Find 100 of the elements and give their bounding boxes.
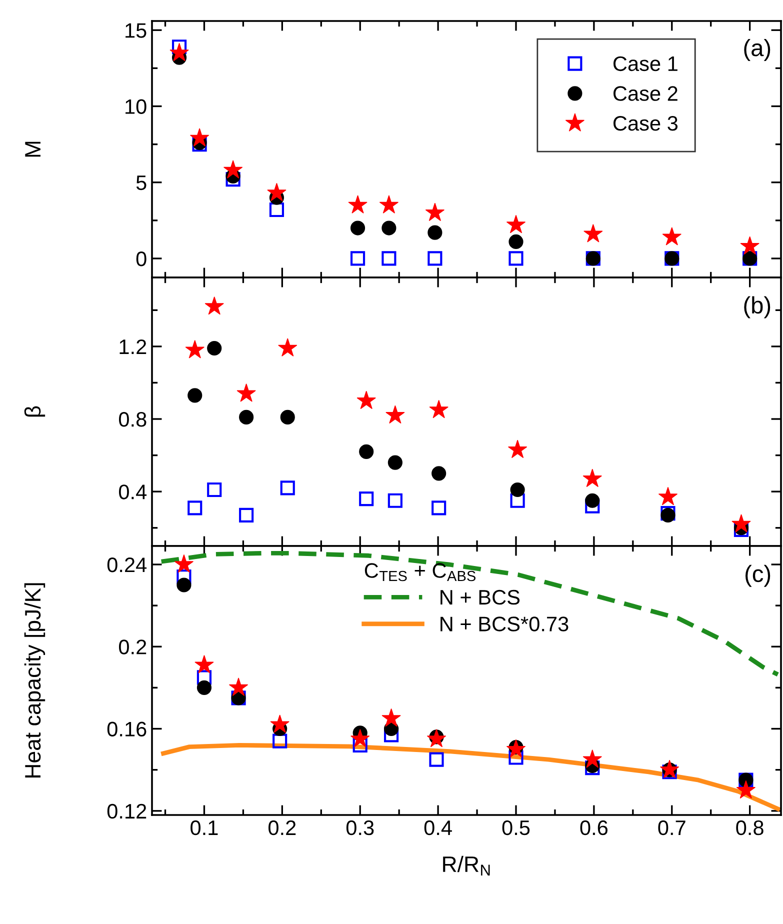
point [660, 760, 680, 778]
point [176, 578, 192, 592]
point [194, 655, 214, 674]
point [226, 172, 240, 187]
x-tick-label: 0.6 [580, 820, 608, 836]
point [388, 493, 402, 508]
point [350, 251, 366, 266]
point [204, 296, 224, 315]
point [350, 220, 366, 236]
y-tick-label: 0.2 [118, 640, 146, 654]
point [270, 714, 290, 733]
legend-title: C$_{TES}$ + C$_{ABS}$ [364, 563, 476, 582]
point [207, 340, 222, 356]
point [582, 749, 602, 768]
point [190, 128, 210, 146]
legend-label: N + BCS*0.73 [440, 616, 568, 632]
y-axis-title: Heat capacity [pJ/K] [24, 583, 46, 778]
point [432, 500, 446, 516]
point [170, 42, 189, 62]
y-tick-label: 0.16 [107, 722, 146, 737]
point [269, 202, 284, 218]
point [662, 227, 682, 246]
point [278, 338, 298, 356]
y-axis-title: β [24, 406, 46, 417]
point [239, 508, 254, 522]
point [223, 160, 243, 178]
point [382, 251, 396, 266]
point [429, 752, 444, 767]
point [388, 455, 402, 470]
point [510, 482, 525, 498]
point [508, 750, 524, 765]
point [584, 224, 603, 242]
point [432, 466, 446, 481]
point [429, 400, 448, 418]
point [508, 251, 524, 266]
point [207, 482, 222, 498]
point [236, 384, 256, 402]
x-tick-label: 0.8 [736, 820, 764, 836]
point [348, 195, 368, 214]
point [188, 388, 202, 403]
annotation: (a) [744, 38, 770, 61]
point [384, 728, 399, 742]
point [350, 728, 370, 748]
point [176, 570, 192, 584]
legend-label: N + BCS [440, 590, 520, 605]
point [426, 728, 446, 748]
point [506, 739, 526, 758]
point [425, 202, 445, 222]
point [732, 514, 751, 532]
line-series [159, 550, 780, 677]
point [382, 220, 396, 236]
annotation: (b) [744, 296, 770, 318]
point [382, 708, 401, 727]
point [359, 444, 374, 459]
point [196, 670, 212, 685]
legend-label: Case 1 [613, 56, 678, 72]
point [267, 182, 286, 202]
point [508, 440, 528, 458]
point [280, 410, 295, 424]
point [658, 486, 678, 506]
x-tick-label: 0.4 [424, 820, 452, 836]
point [188, 500, 202, 516]
y-tick-label: 1.2 [120, 339, 146, 354]
y-tick-label: 10 [126, 99, 146, 114]
point [582, 468, 602, 488]
point [228, 678, 248, 696]
y-tick-label: 0 [136, 251, 146, 266]
x-tick-label: 0.2 [268, 820, 296, 836]
point [239, 410, 254, 424]
x-axis-title: R/R$_{N}$ [443, 856, 490, 876]
point [508, 234, 524, 250]
point [359, 492, 374, 506]
x-tick-label: 0.7 [658, 820, 686, 836]
point [386, 405, 405, 424]
legend-label: Case 2 [613, 86, 678, 101]
point [379, 195, 399, 214]
point [356, 390, 376, 410]
y-tick-label: 5 [136, 176, 146, 190]
point [280, 480, 295, 496]
point [428, 251, 442, 266]
annotation: (c) [746, 564, 770, 587]
y-axis-title: M [25, 142, 40, 157]
point [506, 214, 526, 234]
point [740, 236, 760, 255]
y-tick-label: 0.4 [118, 484, 147, 500]
point [428, 225, 442, 240]
y-tick-label: 15 [126, 23, 146, 38]
y-tick-label: 0.24 [107, 557, 147, 572]
legend-label: Case 3 [613, 116, 678, 131]
point [585, 493, 600, 508]
point [174, 554, 194, 573]
x-tick-label: 0.1 [190, 820, 218, 836]
y-tick-label: 0.12 [107, 804, 146, 819]
line-series [161, 742, 780, 812]
point [510, 493, 525, 508]
point [185, 340, 204, 358]
point [196, 680, 212, 695]
point [272, 734, 288, 748]
point [736, 780, 756, 799]
y-tick-label: 0.8 [118, 412, 146, 427]
